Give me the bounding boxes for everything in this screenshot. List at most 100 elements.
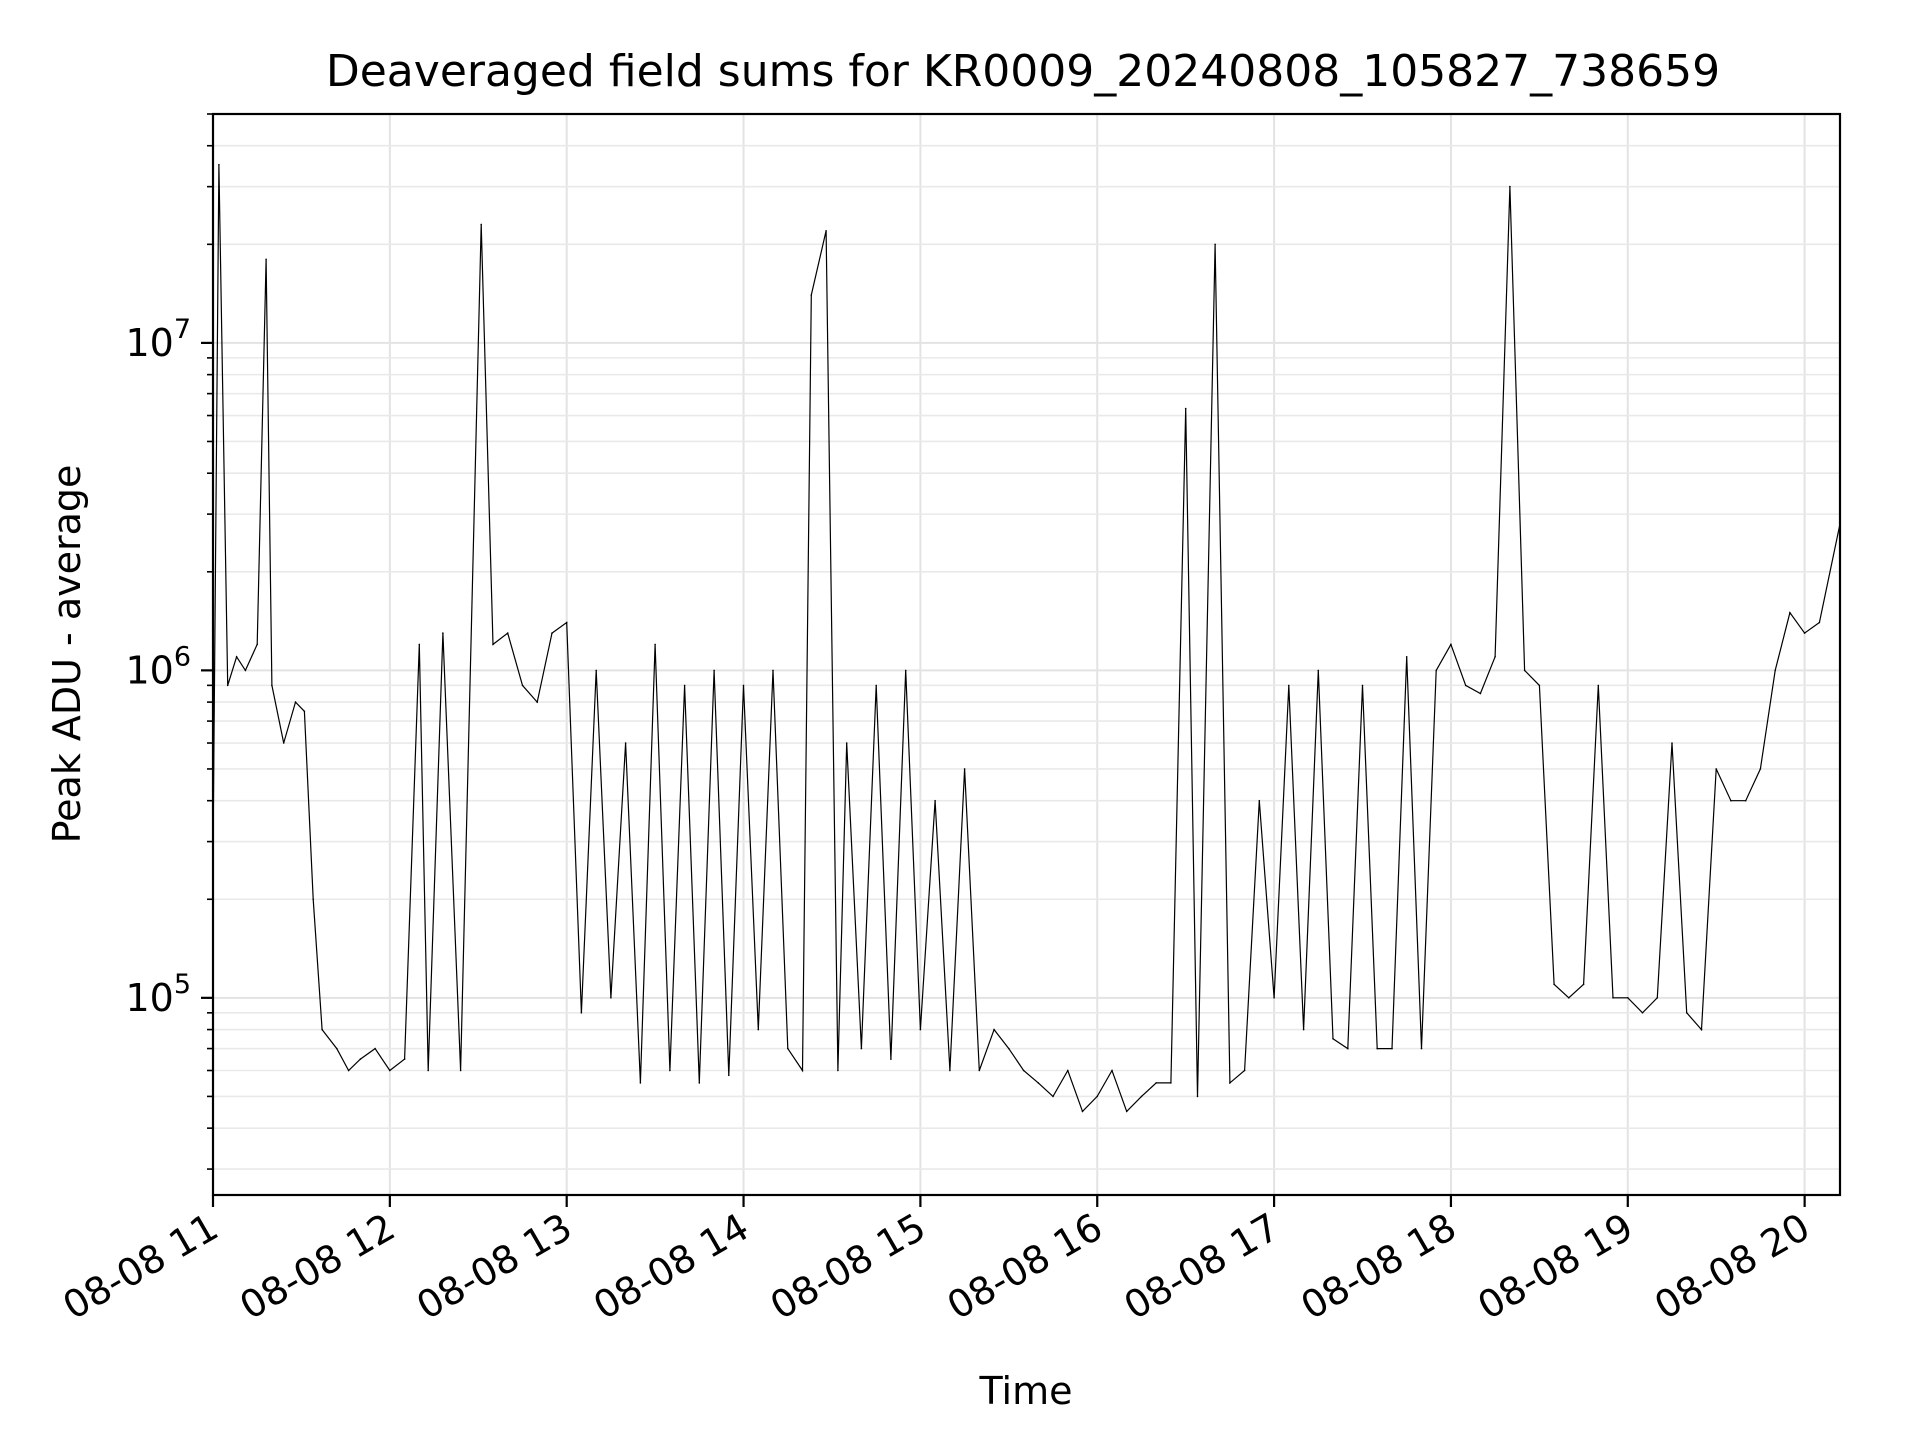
data-point: [1641, 1012, 1644, 1014]
data-point: [1553, 983, 1555, 986]
data-point: [1715, 768, 1717, 770]
data-point: [1125, 1110, 1128, 1113]
data-point: [1196, 1095, 1199, 1098]
data-point: [772, 669, 774, 672]
data-point: [1744, 799, 1747, 802]
y-tick-exponent: 5: [174, 969, 191, 1000]
data-point: [374, 1047, 376, 1050]
data-point: [1405, 656, 1408, 658]
data-point: [321, 1028, 323, 1031]
data-point: [1111, 1069, 1113, 1072]
data-point: [1332, 1038, 1334, 1040]
data-point: [713, 669, 715, 672]
data-point: [860, 1047, 863, 1050]
data-point: [934, 799, 936, 802]
data-point: [1140, 1095, 1143, 1098]
x-axis-label: Time: [979, 1369, 1073, 1413]
data-point: [336, 1047, 338, 1050]
data-point: [427, 1069, 430, 1072]
data-point: [1479, 692, 1482, 695]
data-point: [757, 1028, 760, 1031]
data-point: [1671, 742, 1673, 744]
data-point: [1818, 621, 1821, 624]
data-point: [218, 163, 220, 166]
data-point: [1184, 407, 1187, 410]
x-tick-label: 08-08 18: [1293, 1205, 1463, 1329]
data-point: [1774, 669, 1776, 672]
y-tick-label: 107: [125, 314, 191, 365]
x-tick-label: 08-08 16: [940, 1205, 1110, 1329]
data-point: [919, 1028, 922, 1031]
data-point: [1656, 997, 1659, 999]
data-point: [595, 669, 597, 672]
x-tick-label: 08-08 12: [232, 1205, 402, 1329]
data-point: [1317, 669, 1320, 672]
data-point: [993, 1028, 995, 1031]
y-tick-base: 10: [125, 976, 173, 1020]
data-point: [492, 643, 494, 646]
x-tick-label: 08-08 17: [1117, 1205, 1287, 1329]
data-point: [698, 1082, 701, 1084]
data-point: [1597, 684, 1600, 687]
data-point: [683, 684, 686, 687]
data-point: [1523, 669, 1526, 672]
data-point: [244, 669, 247, 672]
data-point: [1258, 799, 1261, 802]
data-point: [1022, 1069, 1025, 1072]
data-point: [389, 1069, 391, 1072]
data-point: [1568, 997, 1570, 999]
data-point: [1538, 684, 1541, 687]
y-axis-label: Peak ADU - average: [45, 465, 89, 844]
series-layer: [212, 163, 1841, 1113]
data-point: [1435, 669, 1437, 672]
data-point: [728, 1074, 730, 1077]
y-tick-label: 106: [125, 641, 191, 692]
data-point: [580, 1012, 583, 1014]
data-point: [303, 710, 306, 713]
data-point: [294, 701, 297, 703]
data-point: [1052, 1095, 1054, 1098]
data-point: [256, 643, 259, 646]
data-point: [1420, 1047, 1423, 1050]
data-point: [890, 1058, 892, 1060]
data-point: [1582, 983, 1585, 986]
data-point: [1789, 611, 1791, 614]
data-point: [963, 768, 966, 770]
data-point: [312, 898, 315, 901]
data-point: [1759, 768, 1762, 770]
data-point: [801, 1069, 804, 1072]
data-point: [1229, 1082, 1231, 1084]
data-point: [825, 230, 827, 232]
data-point: [787, 1047, 789, 1050]
data-point: [565, 621, 568, 624]
data-point: [1803, 632, 1806, 634]
data-point: [1155, 1082, 1157, 1084]
data-point: [1067, 1069, 1069, 1072]
data-point: [282, 742, 285, 744]
data-point: [506, 632, 509, 634]
data-point: [837, 1069, 839, 1072]
data-point: [235, 656, 238, 658]
data-point: [459, 1069, 462, 1072]
data-point: [1243, 1069, 1246, 1072]
data-point: [669, 1069, 671, 1072]
data-point: [1214, 243, 1216, 246]
data-point: [742, 684, 745, 687]
y-tick-exponent: 7: [174, 314, 191, 345]
data-point: [1730, 799, 1732, 802]
x-tick-label: 08-08 11: [56, 1205, 226, 1329]
data-point: [359, 1058, 362, 1060]
data-point: [403, 1058, 406, 1060]
data-point: [1376, 1047, 1378, 1050]
data-point: [845, 742, 848, 744]
data-point: [1685, 1012, 1688, 1014]
data-point: [1170, 1082, 1172, 1084]
data-point: [904, 669, 907, 672]
x-tick-label: 08-08 13: [409, 1205, 579, 1329]
data-point: [536, 701, 538, 703]
data-point: [271, 684, 273, 687]
data-point: [1361, 684, 1364, 687]
x-tick-label: 08-08 14: [586, 1205, 756, 1329]
data-point: [810, 294, 813, 296]
